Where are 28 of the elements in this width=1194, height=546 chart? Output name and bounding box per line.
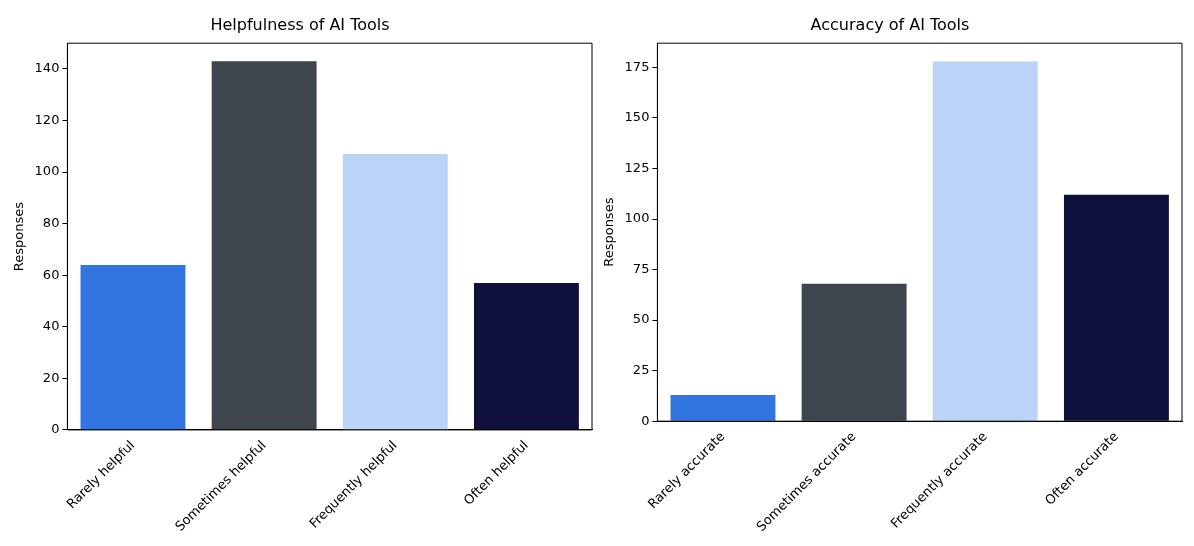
y-tick-label: 175: [624, 58, 650, 74]
chart-title: Helpfulness of AI Tools: [210, 14, 390, 34]
bar: [211, 61, 317, 430]
bar: [80, 264, 186, 430]
y-axis-title: Responses: [601, 197, 617, 267]
y-tick-label: 125: [624, 159, 650, 175]
y-tick-label: 0: [641, 412, 650, 428]
bar: [342, 154, 448, 430]
y-tick-label: 50: [632, 311, 650, 327]
y-tick-label: 40: [42, 318, 60, 334]
y-tick-label: 60: [42, 266, 60, 282]
y-tick-label: 100: [34, 163, 60, 179]
y-tick-label: 140: [34, 60, 60, 76]
bar: [670, 394, 776, 421]
y-tick-label: 0: [51, 421, 60, 437]
y-tick-label: 20: [42, 369, 60, 385]
bar: [801, 283, 907, 421]
y-tick-label: 100: [624, 210, 650, 226]
y-tick-label: 120: [34, 111, 60, 127]
chart-title: Accuracy of AI Tools: [810, 14, 970, 34]
y-tick-label: 150: [624, 109, 650, 125]
y-tick-label: 80: [42, 215, 60, 231]
bar: [932, 61, 1038, 421]
y-tick-label: 75: [632, 260, 650, 276]
bar: [473, 282, 579, 430]
bar: [1063, 194, 1169, 421]
y-axis-title: Responses: [11, 201, 27, 272]
y-tick-label: 25: [632, 362, 650, 378]
